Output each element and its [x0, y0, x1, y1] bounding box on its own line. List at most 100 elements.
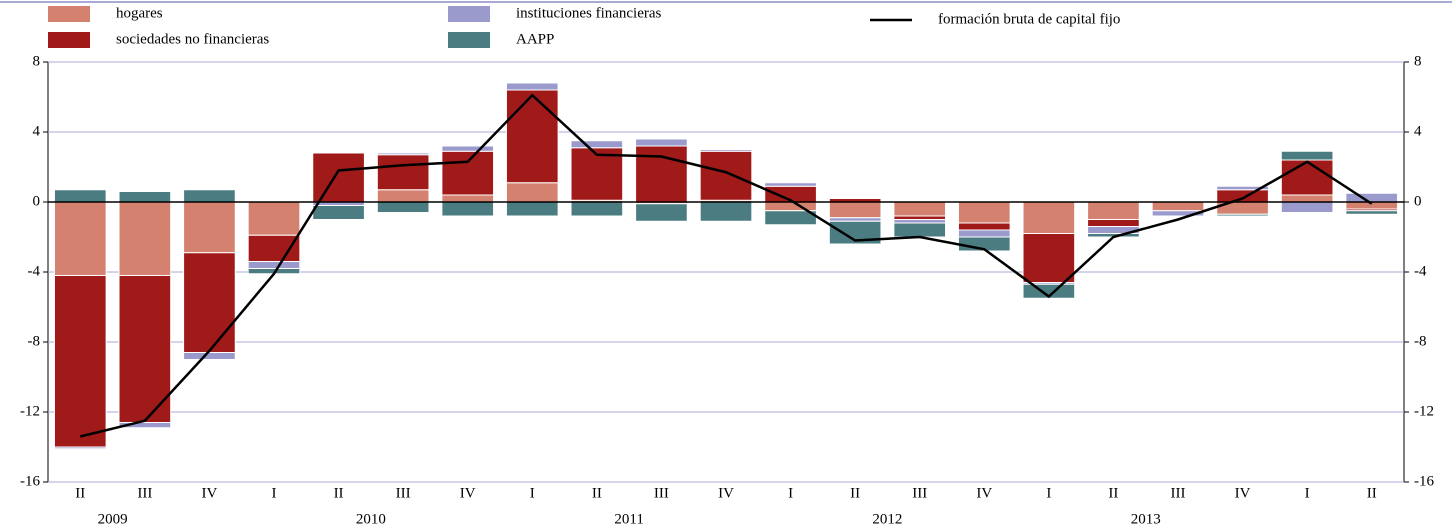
- y-tick-label: 8: [33, 53, 41, 69]
- bar-segment: [312, 152, 365, 203]
- legend-swatch: [48, 32, 90, 48]
- bar-segment: [570, 147, 624, 201]
- bar-segment: [53, 201, 107, 276]
- y-tick-label: 4: [33, 123, 41, 139]
- bar-segment: [53, 446, 107, 450]
- x-tick-label: III: [1171, 485, 1186, 501]
- bar-segment: [764, 182, 817, 187]
- x-tick-label: I: [530, 485, 535, 501]
- x-year-label: 2011: [614, 511, 643, 527]
- bar-segment: [1087, 201, 1140, 220]
- bar-segment: [893, 215, 947, 220]
- x-tick-label: I: [272, 485, 277, 501]
- bar-segment: [828, 217, 882, 222]
- x-tick-label: III: [654, 485, 669, 501]
- bar-segment: [1345, 210, 1399, 215]
- bar-segment: [1280, 201, 1334, 213]
- bar-segment: [505, 182, 559, 203]
- y2-tick-label: -4: [1414, 263, 1427, 279]
- bar-segment: [1345, 192, 1399, 203]
- y2-tick-label: 4: [1414, 123, 1422, 139]
- y2-tick-label: -16: [1414, 473, 1434, 489]
- bar-segment: [376, 201, 430, 213]
- y-tick-label: -8: [28, 333, 41, 349]
- bar-segment: [1280, 194, 1334, 203]
- bar-segment: [441, 201, 495, 217]
- bars: [53, 82, 1399, 450]
- legend-swatch: [448, 6, 490, 22]
- bar-segment: [1022, 201, 1076, 234]
- bar-segment: [247, 201, 301, 236]
- y2-tick-label: 0: [1414, 193, 1422, 209]
- bar-segment: [699, 149, 753, 152]
- bar-segment: [1151, 210, 1205, 217]
- bar-segment: [1216, 185, 1269, 191]
- bar-segment: [118, 201, 172, 276]
- bar-segment: [828, 201, 882, 219]
- bar-segment: [570, 140, 624, 149]
- bar-segment: [893, 201, 947, 217]
- x-tick-label: IV: [202, 485, 218, 501]
- x-tick-label: II: [334, 485, 344, 501]
- bar-segment: [441, 145, 495, 152]
- bar-segment: [505, 82, 559, 91]
- bar-segment: [893, 219, 947, 224]
- bar-segment: [635, 138, 688, 147]
- legend-label: hogares: [116, 5, 163, 21]
- bar-segment: [957, 229, 1011, 238]
- bar-segment: [1216, 213, 1269, 217]
- line-layer: [48, 93, 1404, 438]
- bar-segment: [53, 275, 107, 448]
- y-tick-label: -16: [20, 473, 40, 489]
- legend-label: sociedades no financieras: [116, 31, 269, 47]
- y-tick-label: 0: [33, 193, 41, 209]
- bar-segment: [183, 252, 236, 353]
- x-tick-label: II: [592, 485, 602, 501]
- x-tick-label: III: [137, 485, 152, 501]
- x-tick-label: II: [75, 485, 85, 501]
- bar-segment: [893, 222, 947, 238]
- x-year-label: 2012: [872, 511, 902, 527]
- x-year-label: 2010: [356, 511, 386, 527]
- bar-segment: [1216, 189, 1269, 203]
- bar-segment: [376, 154, 430, 191]
- bar-segment: [1151, 201, 1205, 212]
- bar-segment: [118, 191, 172, 203]
- bar-segment: [1022, 233, 1076, 283]
- x-tick-label: IV: [718, 485, 734, 501]
- bar-segment: [1280, 150, 1334, 161]
- x-tick-label: IV: [976, 485, 992, 501]
- bar-segment: [53, 189, 107, 203]
- legend-label: AAPP: [516, 31, 554, 47]
- x-tick-label: I: [1305, 485, 1310, 501]
- legend-swatch: [48, 6, 90, 22]
- bar-segment: [1280, 159, 1334, 196]
- y2-tick-label: 8: [1414, 53, 1422, 69]
- legend-swatch: [448, 32, 490, 48]
- bar-segment: [699, 150, 753, 201]
- bar-segment: [118, 275, 172, 423]
- bar-segment: [441, 194, 495, 203]
- bar-segment: [957, 222, 1011, 231]
- x-tick-label: III: [912, 485, 927, 501]
- y2-tick-label: -8: [1414, 333, 1427, 349]
- x-tick-label: II: [1108, 485, 1118, 501]
- x-tick-label: I: [788, 485, 793, 501]
- y-tick-label: -4: [28, 263, 41, 279]
- bar-segment: [247, 234, 301, 262]
- bar-segment: [957, 201, 1011, 224]
- legend-label: instituciones financieras: [516, 5, 662, 21]
- y2-tick-label: -12: [1414, 403, 1434, 419]
- line-series: [79, 93, 1373, 438]
- bar-segment: [828, 220, 882, 245]
- bar-segment: [376, 189, 430, 203]
- bar-segment: [247, 261, 301, 269]
- bar-segment: [570, 201, 624, 217]
- x-year-label: 2009: [98, 511, 128, 527]
- bar-segment: [376, 152, 430, 156]
- bar-segment: [118, 422, 172, 429]
- x-tick-label: IV: [460, 485, 476, 501]
- bar-segment: [1087, 219, 1140, 227]
- bar-segment: [183, 201, 236, 254]
